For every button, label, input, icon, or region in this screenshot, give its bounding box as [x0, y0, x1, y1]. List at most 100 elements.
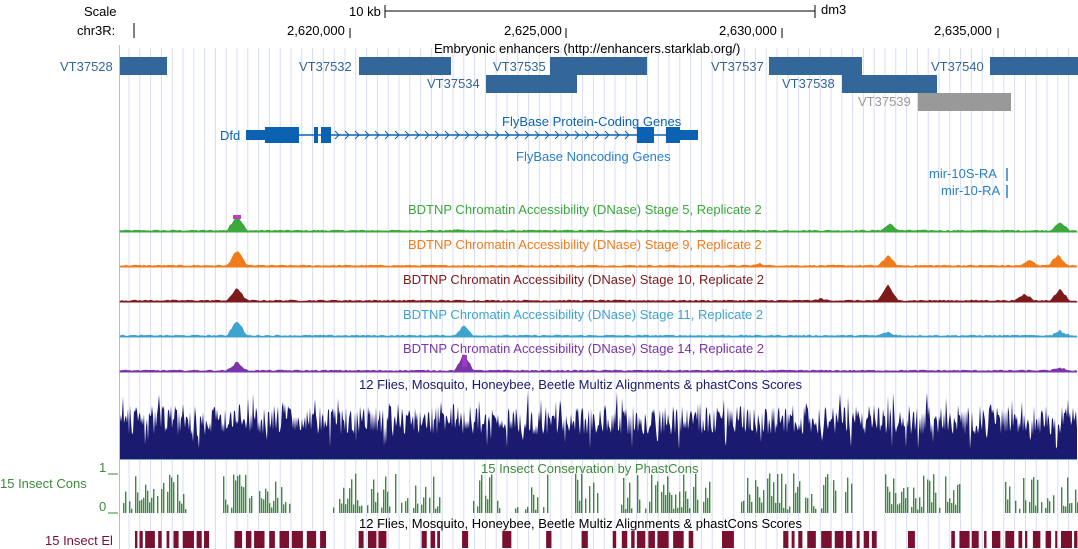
- cons-bar: [423, 497, 425, 513]
- protein-coding-track-title[interactable]: FlyBase Protein-Coding Genes: [502, 114, 682, 129]
- cons-bar: [223, 476, 225, 513]
- cons-bar: [343, 487, 345, 513]
- strand-arrow: [504, 130, 510, 140]
- enhancer-box: [990, 57, 1078, 75]
- noncoding-track-title[interactable]: FlyBase Noncoding Genes: [516, 149, 671, 164]
- element-block: [378, 531, 387, 548]
- insect-el-side-label[interactable]: 15 Insect El: [45, 533, 113, 548]
- enhancer-label[interactable]: VT37532: [299, 59, 352, 74]
- multiz-track-title[interactable]: 12 Flies, Mosquito, Honeybee, Beetle Mul…: [359, 377, 802, 392]
- cons-bar: [823, 485, 825, 513]
- cons-bar: [173, 482, 175, 513]
- cons-bar: [945, 476, 947, 513]
- insect-cons-side-label[interactable]: 15 Insect Cons: [0, 476, 87, 491]
- cons-bar: [395, 474, 397, 513]
- cons-bar: [1025, 500, 1027, 513]
- cons-bar: [681, 507, 683, 513]
- ruler-position: 2,625,000: [504, 23, 562, 38]
- cons-bar: [947, 501, 949, 513]
- cons-bar: [407, 498, 409, 513]
- cons-bar: [517, 507, 519, 513]
- cons-bar: [915, 498, 917, 513]
- cons-bar: [807, 498, 809, 513]
- dnase-track-title[interactable]: BDTNP Chromatin Accessibility (DNase) St…: [408, 237, 762, 252]
- gene-exon: [314, 127, 318, 143]
- element-block: [871, 531, 877, 548]
- cons-bar: [667, 476, 669, 513]
- dnase-track-title[interactable]: BDTNP Chromatin Accessibility (DNase) St…: [408, 202, 762, 217]
- cons-bar: [935, 492, 937, 513]
- element-block: [1025, 531, 1028, 548]
- insect-cons-track-title[interactable]: 15 Insect Conservation by PhastCons: [481, 461, 699, 476]
- cons-bar: [899, 503, 901, 513]
- cons-bar: [749, 494, 751, 513]
- cons-bar: [341, 503, 343, 513]
- cons-bar: [433, 476, 435, 513]
- scale-label: Scale: [84, 4, 117, 19]
- cons-bar: [525, 509, 527, 513]
- element-block: [182, 531, 194, 548]
- cons-bar: [891, 504, 893, 513]
- enhancer-label[interactable]: VT37540: [931, 59, 984, 74]
- cons-bar: [347, 498, 349, 513]
- cons-bar: [243, 487, 245, 513]
- enhancers-track-title[interactable]: Embryonic enhancers (http://enhancers.st…: [434, 41, 741, 56]
- gene-exon: [680, 130, 698, 140]
- cons-bar: [919, 497, 921, 513]
- cons-bar: [1035, 505, 1037, 513]
- dnase-track-title[interactable]: BDTNP Chromatin Accessibility (DNase) St…: [403, 307, 764, 322]
- cons-bar: [277, 497, 279, 513]
- strand-arrow: [384, 130, 390, 140]
- enhancer-label[interactable]: VT37539: [858, 94, 911, 109]
- element-block: [783, 531, 789, 548]
- gene-exon: [246, 130, 266, 140]
- cons-bar: [131, 508, 133, 513]
- cons-bar: [515, 508, 517, 513]
- cons-bar: [227, 504, 229, 513]
- enhancer-label[interactable]: VT37534: [427, 76, 480, 91]
- element-block: [254, 531, 265, 548]
- cons-bar: [479, 480, 481, 513]
- cons-bar: [145, 484, 147, 513]
- cons-bar: [375, 502, 377, 513]
- element-block: [1060, 531, 1072, 548]
- gene-label-mir10[interactable]: mir-10-RA: [941, 183, 1001, 198]
- cons-bar: [1045, 507, 1047, 513]
- cons-bar: [741, 501, 743, 513]
- enhancer-label[interactable]: VT37538: [782, 76, 835, 91]
- cons-bar: [581, 473, 583, 513]
- dnase-signal: [119, 251, 1078, 268]
- element-block: [158, 531, 162, 548]
- cons-bar: [157, 495, 159, 513]
- element-block: [951, 531, 955, 548]
- dnase-track-title[interactable]: BDTNP Chromatin Accessibility (DNase) St…: [403, 272, 765, 287]
- gene-label-mir10s[interactable]: mir-10S-RA: [929, 166, 997, 181]
- cons-bar: [689, 508, 691, 513]
- cons-bar: [477, 506, 479, 513]
- gene-exon: [265, 127, 299, 143]
- cons-bar: [389, 506, 391, 513]
- enhancer-label[interactable]: VT37528: [60, 59, 113, 74]
- dnase-track-title[interactable]: BDTNP Chromatin Accessibility (DNase) St…: [403, 341, 765, 356]
- insect-cons-ymax: 1: [99, 460, 107, 475]
- element-block: [269, 531, 275, 548]
- strand-arrow: [334, 130, 340, 140]
- cons-bar: [357, 500, 359, 513]
- cons-bar: [383, 489, 385, 513]
- cons-bar: [497, 500, 499, 513]
- enhancer-label[interactable]: VT37535: [493, 59, 546, 74]
- element-block: [959, 531, 970, 548]
- cons-bar: [141, 499, 143, 513]
- insect-el-track-title[interactable]: 12 Flies, Mosquito, Honeybee, Beetle Mul…: [359, 516, 802, 531]
- strand-arrow: [544, 130, 550, 140]
- element-block: [437, 531, 440, 548]
- cons-bar: [345, 504, 347, 513]
- gene-label-dfd[interactable]: Dfd: [220, 128, 241, 143]
- cons-bar: [677, 507, 679, 513]
- enhancer-label[interactable]: VT37537: [711, 59, 764, 74]
- clipped-peak-marker: [462, 355, 467, 367]
- cons-bar: [671, 494, 673, 513]
- cons-bar: [707, 498, 709, 513]
- cons-bar: [183, 493, 185, 513]
- element-block: [145, 531, 155, 548]
